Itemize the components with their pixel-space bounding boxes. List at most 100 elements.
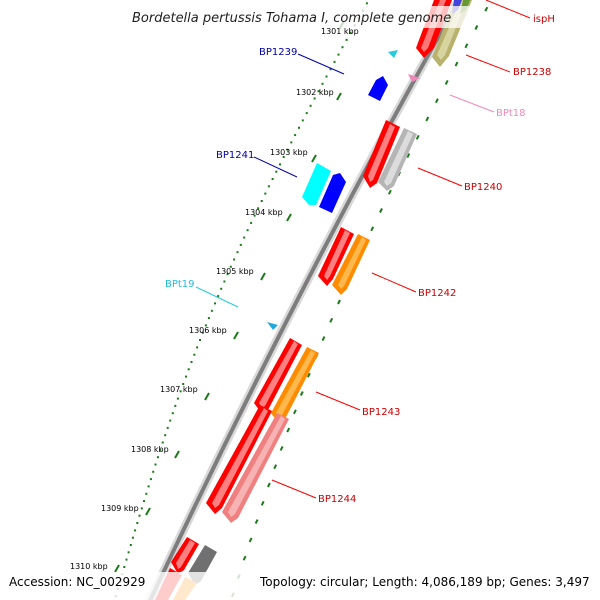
scale-dot bbox=[253, 214, 256, 217]
scale-dot bbox=[164, 434, 167, 437]
scale-dot bbox=[260, 200, 263, 202]
map-title: Bordetella pertussis Tohama I, complete … bbox=[132, 11, 451, 26]
gene-track-tick bbox=[273, 464, 278, 470]
gene-labels: ispH BP1238 BP1239 BPt18 BP1240 BP1241 B… bbox=[165, 0, 555, 505]
scale-dot bbox=[140, 507, 143, 510]
scale-dot bbox=[136, 522, 139, 524]
scale-dot bbox=[250, 221, 253, 224]
scale-dot bbox=[349, 31, 352, 34]
forward-strand-track bbox=[155, 0, 472, 600]
scale-dot bbox=[156, 456, 159, 459]
gene-BPt18[interactable] bbox=[408, 74, 420, 82]
gene-track-tick bbox=[484, 6, 489, 12]
scale-dot bbox=[279, 163, 281, 166]
kbp-tick-1309 bbox=[145, 507, 151, 516]
kbp-label-1306: 1306 kbp bbox=[189, 326, 227, 335]
scale-dot bbox=[166, 426, 169, 429]
gene-track-ticks bbox=[231, 6, 489, 598]
leader-BP1242 bbox=[371, 272, 417, 293]
scale-dot bbox=[329, 68, 332, 71]
leader-BP1243 bbox=[315, 391, 361, 411]
leader-BP1240 bbox=[417, 167, 463, 187]
leader-BP1238 bbox=[465, 54, 511, 73]
scale-dot bbox=[152, 470, 155, 473]
kbp-label-1308: 1308 kbp bbox=[131, 445, 169, 454]
label-BPt19[interactable]: BPt19 bbox=[165, 279, 195, 290]
gene-track-tick bbox=[321, 336, 326, 342]
label-ispH[interactable]: ispH bbox=[533, 14, 555, 25]
gene-track-tick bbox=[248, 537, 253, 543]
gene-track-tick bbox=[415, 134, 420, 140]
gene-BP1243-red-highlight bbox=[259, 341, 298, 408]
gene-BP1239[interactable] bbox=[368, 76, 388, 101]
scale-dot bbox=[123, 566, 126, 568]
kbp-tick-1306 bbox=[233, 331, 239, 340]
gene-track-tick bbox=[444, 79, 449, 85]
scale-dot bbox=[199, 339, 201, 341]
scale-dot bbox=[325, 75, 328, 78]
scale-dot bbox=[317, 90, 320, 93]
scale-dot bbox=[223, 280, 226, 283]
label-BPt18[interactable]: BPt18 bbox=[496, 108, 526, 119]
scale-dot bbox=[187, 368, 190, 371]
scale-dot bbox=[185, 375, 187, 378]
scale-dot bbox=[201, 331, 204, 334]
label-BP1242[interactable]: BP1242 bbox=[418, 288, 456, 299]
label-BP1238[interactable]: BP1238 bbox=[513, 67, 551, 78]
gene-BPt19[interactable] bbox=[267, 322, 278, 330]
gene-track-tick bbox=[293, 409, 297, 415]
gene-track-tick bbox=[254, 519, 259, 525]
gene-BPt18-small[interactable] bbox=[388, 50, 398, 58]
scale-dot bbox=[246, 229, 249, 232]
scale-dot bbox=[271, 178, 274, 180]
gene-track-tick bbox=[435, 98, 439, 104]
reverse-strand-track bbox=[267, 50, 398, 330]
scale-dot bbox=[217, 295, 220, 298]
gene-bottom-red-highlight bbox=[176, 540, 195, 569]
kbp-label-1310: 1310 kbp bbox=[70, 562, 108, 571]
label-BP1239[interactable]: BP1239 bbox=[259, 47, 297, 58]
gene-track-tick bbox=[260, 500, 265, 506]
scale-dot bbox=[138, 514, 141, 517]
kbp-tick-1302 bbox=[336, 92, 342, 101]
scale-dot bbox=[267, 185, 270, 188]
label-BP1244[interactable]: BP1244 bbox=[318, 494, 356, 505]
gene-BP1242-highlight bbox=[338, 237, 366, 289]
scale-dot bbox=[145, 492, 148, 495]
scale-dot bbox=[207, 317, 210, 320]
scale-dot bbox=[333, 60, 336, 63]
scale-dot bbox=[282, 156, 285, 158]
kbp-label-1309: 1309 kbp bbox=[101, 504, 139, 513]
kbp-label-1302: 1302 kbp bbox=[296, 88, 334, 97]
kbp-tick-1304 bbox=[286, 213, 292, 222]
label-BP1240[interactable]: BP1240 bbox=[464, 182, 502, 193]
gene-track-tick bbox=[464, 43, 469, 49]
scale-dot bbox=[131, 536, 134, 539]
scale-dot bbox=[229, 265, 232, 268]
scale-dot bbox=[309, 104, 312, 107]
scale-dot bbox=[220, 287, 223, 290]
scale-dot bbox=[257, 207, 260, 210]
gene-BP1240-highlight bbox=[384, 131, 413, 186]
gene-track-tick bbox=[370, 226, 375, 232]
scale-dot bbox=[204, 324, 207, 327]
scale-dot bbox=[365, 2, 368, 5]
gene-BP1240-red-highlight bbox=[368, 124, 395, 182]
scale-dot bbox=[321, 82, 324, 85]
kbp-tick-1308 bbox=[174, 450, 180, 459]
leader-ispH bbox=[485, 0, 531, 19]
label-BP1241[interactable]: BP1241 bbox=[216, 150, 254, 161]
kbp-tick-1310 bbox=[114, 564, 120, 573]
scale-dot bbox=[159, 448, 162, 451]
label-BP1243[interactable]: BP1243 bbox=[362, 407, 400, 418]
scale-dot bbox=[294, 134, 297, 137]
scale-dot bbox=[134, 529, 137, 532]
scale-dot bbox=[210, 309, 213, 312]
kbp-tick-1303 bbox=[311, 154, 317, 163]
gene-BP1241-cyan[interactable] bbox=[302, 163, 331, 205]
kbp-label-1303: 1303 kbp bbox=[270, 148, 308, 157]
kbp-label-1301: 1301 kbp bbox=[321, 27, 359, 36]
gene-BP1241[interactable] bbox=[319, 173, 346, 213]
